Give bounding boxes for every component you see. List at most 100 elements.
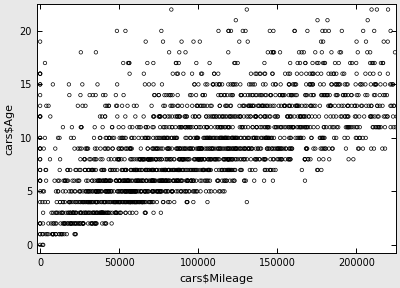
Point bbox=[290, 125, 296, 130]
Point bbox=[253, 114, 259, 119]
Point bbox=[286, 103, 293, 108]
Point bbox=[266, 146, 273, 151]
Point bbox=[150, 200, 156, 204]
Point bbox=[135, 136, 142, 140]
Point bbox=[286, 82, 292, 87]
Point bbox=[230, 146, 236, 151]
Point bbox=[53, 232, 59, 236]
Point bbox=[218, 125, 224, 130]
Point bbox=[174, 114, 180, 119]
Point bbox=[126, 71, 133, 76]
Point bbox=[87, 221, 94, 226]
Point bbox=[276, 146, 283, 151]
Point bbox=[397, 61, 400, 65]
Point bbox=[303, 146, 310, 151]
Point bbox=[170, 178, 177, 183]
Point bbox=[114, 82, 120, 87]
Point bbox=[102, 189, 109, 194]
Point bbox=[160, 168, 166, 172]
Point bbox=[188, 168, 194, 172]
Point bbox=[240, 103, 247, 108]
Point bbox=[220, 189, 226, 194]
Point bbox=[133, 189, 139, 194]
Point bbox=[156, 93, 162, 97]
Point bbox=[54, 200, 60, 204]
Point bbox=[247, 168, 253, 172]
Point bbox=[314, 71, 321, 76]
Point bbox=[397, 71, 400, 76]
Point bbox=[139, 157, 146, 162]
Point bbox=[367, 114, 373, 119]
Point bbox=[155, 189, 162, 194]
Point bbox=[188, 136, 194, 140]
Point bbox=[143, 168, 150, 172]
Point bbox=[293, 103, 300, 108]
Point bbox=[162, 178, 168, 183]
Point bbox=[232, 114, 238, 119]
Point bbox=[77, 189, 83, 194]
Point bbox=[204, 125, 210, 130]
Point bbox=[200, 93, 206, 97]
Point bbox=[287, 146, 293, 151]
Point bbox=[271, 50, 277, 55]
Point bbox=[102, 200, 108, 204]
Point bbox=[132, 114, 138, 119]
Point bbox=[396, 93, 400, 97]
Point bbox=[126, 178, 133, 183]
Point bbox=[397, 18, 400, 22]
Point bbox=[397, 18, 400, 22]
Point bbox=[255, 103, 261, 108]
Point bbox=[122, 211, 128, 215]
Point bbox=[176, 157, 182, 162]
Point bbox=[298, 114, 304, 119]
Point bbox=[157, 189, 164, 194]
Point bbox=[232, 82, 238, 87]
Point bbox=[139, 136, 145, 140]
Point bbox=[136, 200, 143, 204]
Point bbox=[166, 157, 172, 162]
Point bbox=[88, 200, 94, 204]
Point bbox=[176, 157, 182, 162]
Point bbox=[197, 103, 204, 108]
Point bbox=[177, 189, 184, 194]
Point bbox=[149, 189, 156, 194]
Point bbox=[371, 82, 378, 87]
Point bbox=[328, 82, 335, 87]
Point bbox=[273, 125, 279, 130]
Point bbox=[178, 189, 184, 194]
Point bbox=[148, 168, 155, 172]
Point bbox=[323, 93, 330, 97]
Point bbox=[160, 125, 167, 130]
Point bbox=[397, 93, 400, 97]
Point bbox=[140, 114, 147, 119]
Point bbox=[245, 93, 251, 97]
Point bbox=[397, 39, 400, 44]
Point bbox=[203, 125, 210, 130]
Point bbox=[287, 114, 293, 119]
Point bbox=[75, 221, 82, 226]
Point bbox=[118, 157, 124, 162]
Point bbox=[317, 103, 323, 108]
Point bbox=[218, 136, 225, 140]
Point bbox=[397, 71, 400, 76]
Point bbox=[364, 18, 371, 22]
Point bbox=[350, 157, 356, 162]
Point bbox=[157, 189, 164, 194]
Point bbox=[84, 189, 90, 194]
Point bbox=[205, 178, 212, 183]
Point bbox=[397, 71, 400, 76]
Point bbox=[143, 125, 149, 130]
Point bbox=[131, 189, 137, 194]
Point bbox=[223, 178, 230, 183]
Point bbox=[288, 93, 294, 97]
Point bbox=[98, 211, 105, 215]
Point bbox=[157, 178, 163, 183]
Point bbox=[121, 178, 128, 183]
Point bbox=[64, 221, 70, 226]
Point bbox=[81, 200, 87, 204]
Point bbox=[397, 82, 400, 87]
Point bbox=[276, 146, 282, 151]
Point bbox=[291, 114, 298, 119]
Point bbox=[310, 71, 316, 76]
Point bbox=[397, 93, 400, 97]
